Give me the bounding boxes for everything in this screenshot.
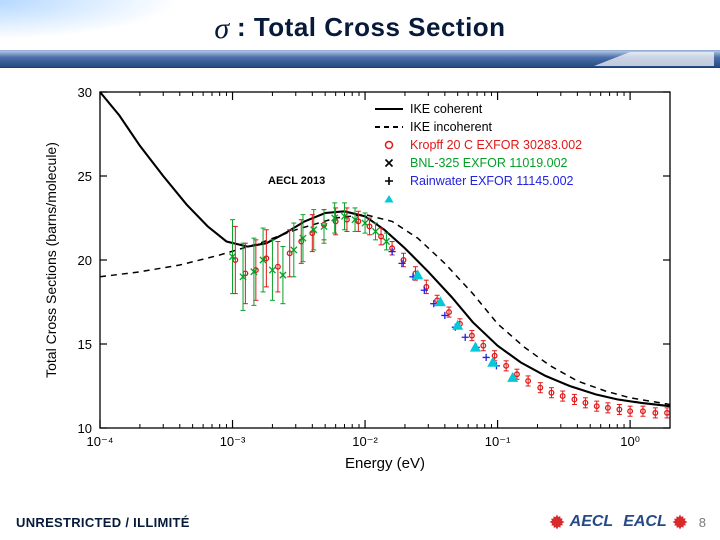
svg-text:10⁻¹: 10⁻¹ [485, 434, 511, 449]
legend-swatch [372, 174, 406, 188]
chart-container: 101520253010⁻⁴10⁻³10⁻²10⁻¹10⁰Energy (eV)… [30, 78, 690, 478]
logo-text-aecl: AECL [570, 513, 614, 531]
legend-row: BNL-325 EXFOR 11019.002 [372, 154, 662, 172]
svg-text:25: 25 [78, 169, 92, 184]
legend-swatch [372, 120, 406, 134]
aecl-2013-badge: AECL 2013 [266, 174, 327, 188]
legend-label: IKE coherent [406, 102, 482, 116]
legend-label: BNL-325 EXFOR 11019.002 [406, 156, 568, 170]
legend-swatch [372, 102, 406, 116]
legend-label: Rainwater EXFOR 11145.002 [406, 174, 574, 188]
svg-text:10⁻²: 10⁻² [352, 434, 378, 449]
legend-label: Kropff 20 C EXFOR 30283.002 [406, 138, 582, 152]
aecl-logo: AECL [548, 513, 614, 531]
logo-text-eacl: EACL [623, 513, 667, 531]
legend-row: Rainwater EXFOR 11145.002 [372, 172, 662, 190]
eacl-logo: EACL [623, 513, 689, 531]
svg-text:Energy (eV): Energy (eV) [345, 455, 425, 472]
legend-row: Kropff 20 C EXFOR 30283.002 [372, 136, 662, 154]
legend-swatch [372, 138, 406, 152]
svg-text:10⁻³: 10⁻³ [220, 434, 246, 449]
svg-text:30: 30 [78, 85, 92, 100]
sigma-symbol: σ [214, 12, 229, 45]
svg-text:15: 15 [78, 337, 92, 352]
maple-leaf-icon [548, 513, 566, 531]
slide-root: σ : Total Cross Section 101520253010⁻⁴10… [0, 0, 720, 540]
legend-row [372, 190, 662, 208]
title-band [0, 50, 720, 68]
page-number: 8 [699, 515, 706, 530]
footer-classification: UNRESTRICTED / ILLIMITÉ [16, 515, 190, 530]
footer-right: AECL EACL 8 [548, 513, 706, 531]
svg-text:20: 20 [78, 253, 92, 268]
svg-text:10⁰: 10⁰ [620, 434, 640, 449]
legend-swatch [372, 192, 406, 206]
maple-leaf-icon [671, 513, 689, 531]
legend-box: IKE coherent IKE incoherent Kropff 20 C EX… [372, 100, 662, 208]
svg-text:Total Cross Sections (barns/mo: Total Cross Sections (barns/molecule) [43, 142, 59, 378]
legend-row: IKE coherent [372, 100, 662, 118]
legend-row: IKE incoherent [372, 118, 662, 136]
legend-label: IKE incoherent [406, 120, 492, 134]
legend-swatch [372, 156, 406, 170]
svg-text:10⁻⁴: 10⁻⁴ [87, 434, 114, 449]
footer: UNRESTRICTED / ILLIMITÉ AECL EACL 8 [0, 510, 720, 534]
title-text: : Total Cross Section [229, 12, 505, 42]
slide-title: σ : Total Cross Section [0, 12, 720, 46]
